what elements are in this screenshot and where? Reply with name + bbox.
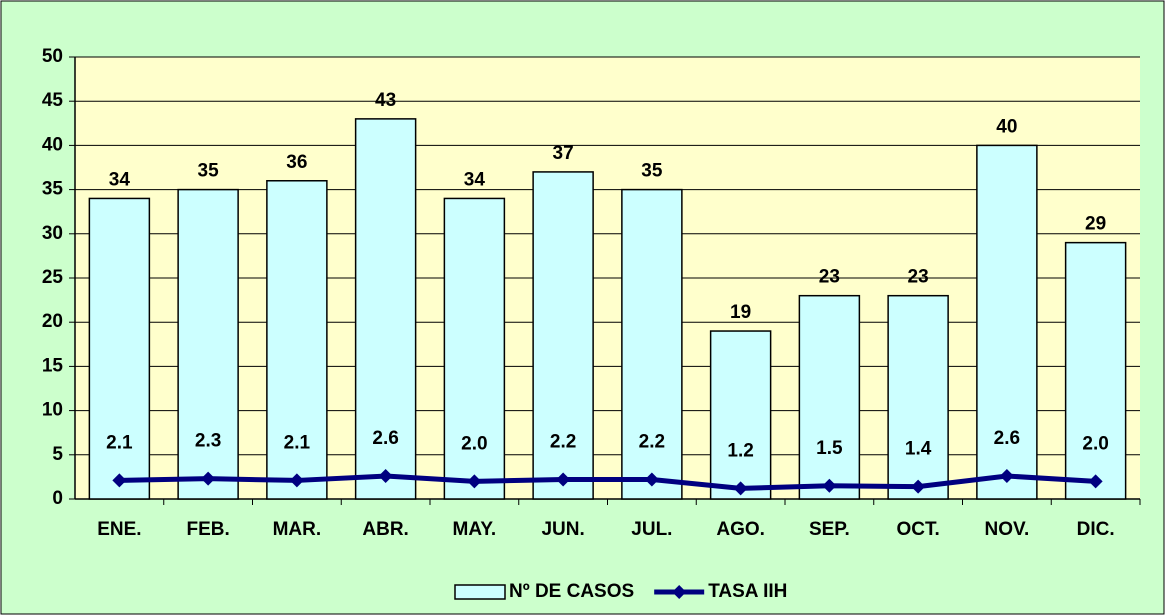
x-tick-label: NOV. <box>985 519 1030 540</box>
x-tick-label: SEP. <box>809 519 850 540</box>
data-label: 2.1 <box>106 432 133 453</box>
bar <box>887 294 949 500</box>
x-tick-label: DIC. <box>1077 519 1115 540</box>
data-label: 34 <box>109 169 131 190</box>
line-marker <box>644 472 659 487</box>
x-tick-label: OCT. <box>896 519 939 540</box>
data-label: 1.4 <box>905 439 932 460</box>
bar <box>621 188 683 500</box>
x-tick-label: ENE. <box>97 519 141 540</box>
line-marker <box>289 473 304 488</box>
line-marker <box>201 471 216 486</box>
x-tick-label: ABR. <box>362 519 408 540</box>
data-label: 23 <box>908 267 929 288</box>
data-label: 1.5 <box>816 438 843 459</box>
data-label: 43 <box>375 90 396 111</box>
y-tick-label: 25 <box>42 267 64 288</box>
data-label: 2.6 <box>372 428 398 449</box>
x-tick-label: JUN. <box>541 519 584 540</box>
x-tick-label: MAR. <box>273 519 322 540</box>
line-marker <box>733 481 748 496</box>
data-label: 23 <box>819 267 840 288</box>
data-label: 2.0 <box>1082 433 1108 454</box>
x-tick-label: AGO. <box>716 519 765 540</box>
y-tick-label: 45 <box>42 90 64 111</box>
line-marker <box>822 478 837 493</box>
x-tick-label: FEB. <box>186 519 229 540</box>
bar <box>1064 241 1127 500</box>
bar <box>532 171 594 500</box>
bar <box>709 330 772 500</box>
data-label: 1.2 <box>727 440 753 461</box>
y-tick-label: 50 <box>42 46 63 67</box>
data-label: 2.0 <box>461 433 487 454</box>
data-label: 40 <box>996 116 1017 137</box>
line-marker <box>112 473 127 488</box>
line-marker <box>911 479 926 494</box>
bar <box>354 118 417 500</box>
line-marker <box>467 474 482 489</box>
data-label: 36 <box>286 152 307 173</box>
bar <box>443 197 506 500</box>
y-tick-label: 40 <box>42 134 63 155</box>
data-label: 35 <box>641 161 663 182</box>
data-label: 37 <box>553 143 574 164</box>
line-marker <box>999 469 1014 484</box>
data-label: 2.2 <box>639 432 665 453</box>
data-label: 2.6 <box>994 428 1020 449</box>
y-tick-label: 35 <box>42 179 64 200</box>
legend-label: Nº DE CASOS <box>509 581 634 602</box>
data-label: 19 <box>730 302 751 323</box>
legend-label: TASA IIH <box>708 581 787 602</box>
bar <box>177 188 239 500</box>
line-marker <box>378 469 393 484</box>
bar <box>798 294 861 500</box>
data-label: 2.2 <box>550 432 576 453</box>
bar <box>88 197 151 500</box>
line-marker <box>1088 474 1103 489</box>
y-tick-label: 5 <box>52 444 63 465</box>
data-label: 34 <box>464 169 486 190</box>
line <box>119 473 1096 491</box>
x-tick-label: MAY. <box>453 519 497 540</box>
y-tick-label: 15 <box>42 355 64 376</box>
data-label: 29 <box>1085 214 1106 235</box>
data-label: 2.1 <box>284 432 311 453</box>
y-tick-label: 30 <box>42 223 63 244</box>
legend-marker <box>672 585 687 599</box>
legend-swatch <box>454 584 506 600</box>
y-tick-label: 10 <box>42 400 63 421</box>
bar <box>266 180 328 500</box>
data-label: 35 <box>198 161 220 182</box>
line-marker <box>556 472 571 487</box>
y-tick-label: 20 <box>42 311 63 332</box>
data-label: 2.3 <box>195 431 221 452</box>
bar <box>976 144 1038 500</box>
y-tick-label: 0 <box>52 488 63 509</box>
x-tick-label: JUL. <box>631 519 672 540</box>
